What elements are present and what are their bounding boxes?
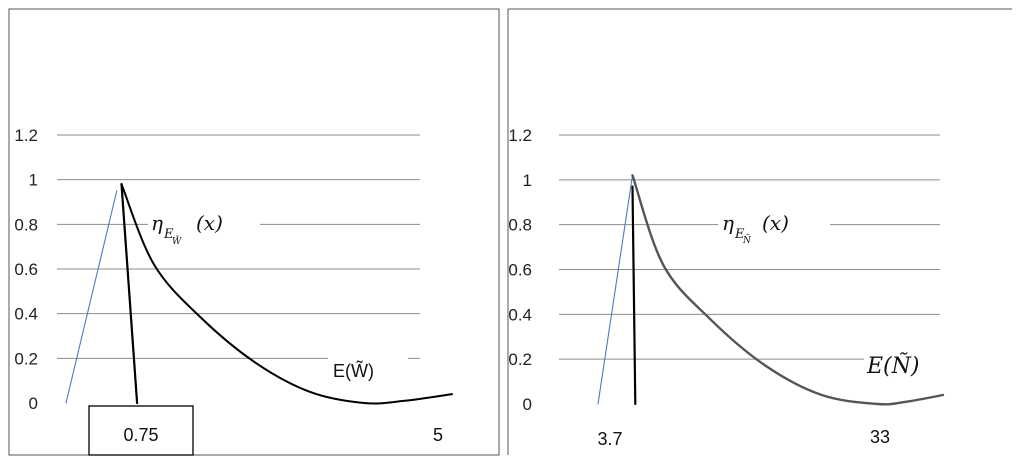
chart-left-gridlines [57, 134, 420, 359]
chart-right-y-ticks: 0 0.2 0.4 0.6 0.8 1 1.2 [508, 126, 532, 414]
series-line-left-0 [65, 190, 118, 404]
y-tick-label-left-0: 0 [29, 394, 38, 413]
y-tick-label-right-0: 0 [523, 395, 532, 414]
series-line-left-2 [120, 183, 453, 405]
left-label-subsub: W̃ [172, 235, 182, 247]
chart-right-membership-label: η E Ñ (x) [718, 202, 830, 246]
chart-right-x-ticks: 3.7 33 [597, 427, 890, 449]
y-tick-label-left-3: 0.6 [14, 260, 38, 279]
series-line-right-1 [631, 185, 637, 406]
chart-right-series [597, 174, 945, 406]
y-tick-label-left-6: 1.2 [14, 126, 38, 145]
y-tick-label-right-6: 1.2 [508, 126, 532, 145]
y-tick-label-left-2: 0.4 [14, 305, 38, 324]
chart-left: 0 0.2 0.4 0.6 0.8 1 1.2 η E W̃ (x) E(W̃) 0.75 … [8, 8, 500, 456]
left-label-eta: η [151, 211, 163, 235]
right-label-subsub: Ñ [742, 234, 752, 246]
y-tick-label-left-5: 1 [29, 171, 38, 190]
chart-left-x-ticks: 0.75 5 [88, 405, 443, 456]
chart-right-axis-label: E(Ñ) [864, 343, 946, 383]
left-label-arg: (x) [196, 211, 223, 235]
left-axis-label-text: E(W̃) [333, 360, 374, 381]
y-tick-label-right-2: 0.4 [508, 305, 532, 324]
x-tick-label-left-1: 0.75 [123, 425, 158, 445]
series-line-left-1 [120, 183, 139, 405]
x-tick-label-right-2: 33 [870, 427, 890, 447]
right-label-arg: (x) [762, 211, 789, 235]
right-label-sub: E [734, 227, 745, 242]
x-tick-box [88, 405, 194, 456]
chart-left-axis-label: E(W̃) [328, 349, 408, 383]
y-tick-label-right-1: 0.2 [508, 350, 532, 369]
chart-left-y-ticks: 0 0.2 0.4 0.6 0.8 1 1.2 [14, 126, 38, 413]
chart-right: 0 0.2 0.4 0.6 0.8 1 1.2 η E Ñ (x) E(Ñ) 3.7 33 [507, 8, 1012, 455]
right-label-eta: η [722, 211, 734, 235]
chart-right-gridlines [559, 134, 940, 360]
x-tick-label-left-2: 5 [433, 425, 443, 445]
y-tick-label-left-4: 0.8 [14, 215, 38, 234]
y-tick-label-right-5: 1 [523, 171, 532, 190]
series-line-right-2 [631, 174, 945, 406]
right-axis-label-text: E(Ñ) [866, 351, 919, 379]
series-line-right-0 [597, 174, 634, 405]
y-tick-label-right-3: 0.6 [508, 261, 532, 280]
left-label-sub: E [163, 227, 174, 242]
chart-left-frame [8, 8, 500, 456]
y-tick-label-left-1: 0.2 [14, 349, 38, 368]
y-tick-label-right-4: 0.8 [508, 216, 532, 235]
chart-left-membership-label: η E W̃ (x) [148, 202, 260, 247]
chart-left-series [65, 183, 453, 405]
x-tick-label-right-1: 3.7 [597, 429, 622, 449]
